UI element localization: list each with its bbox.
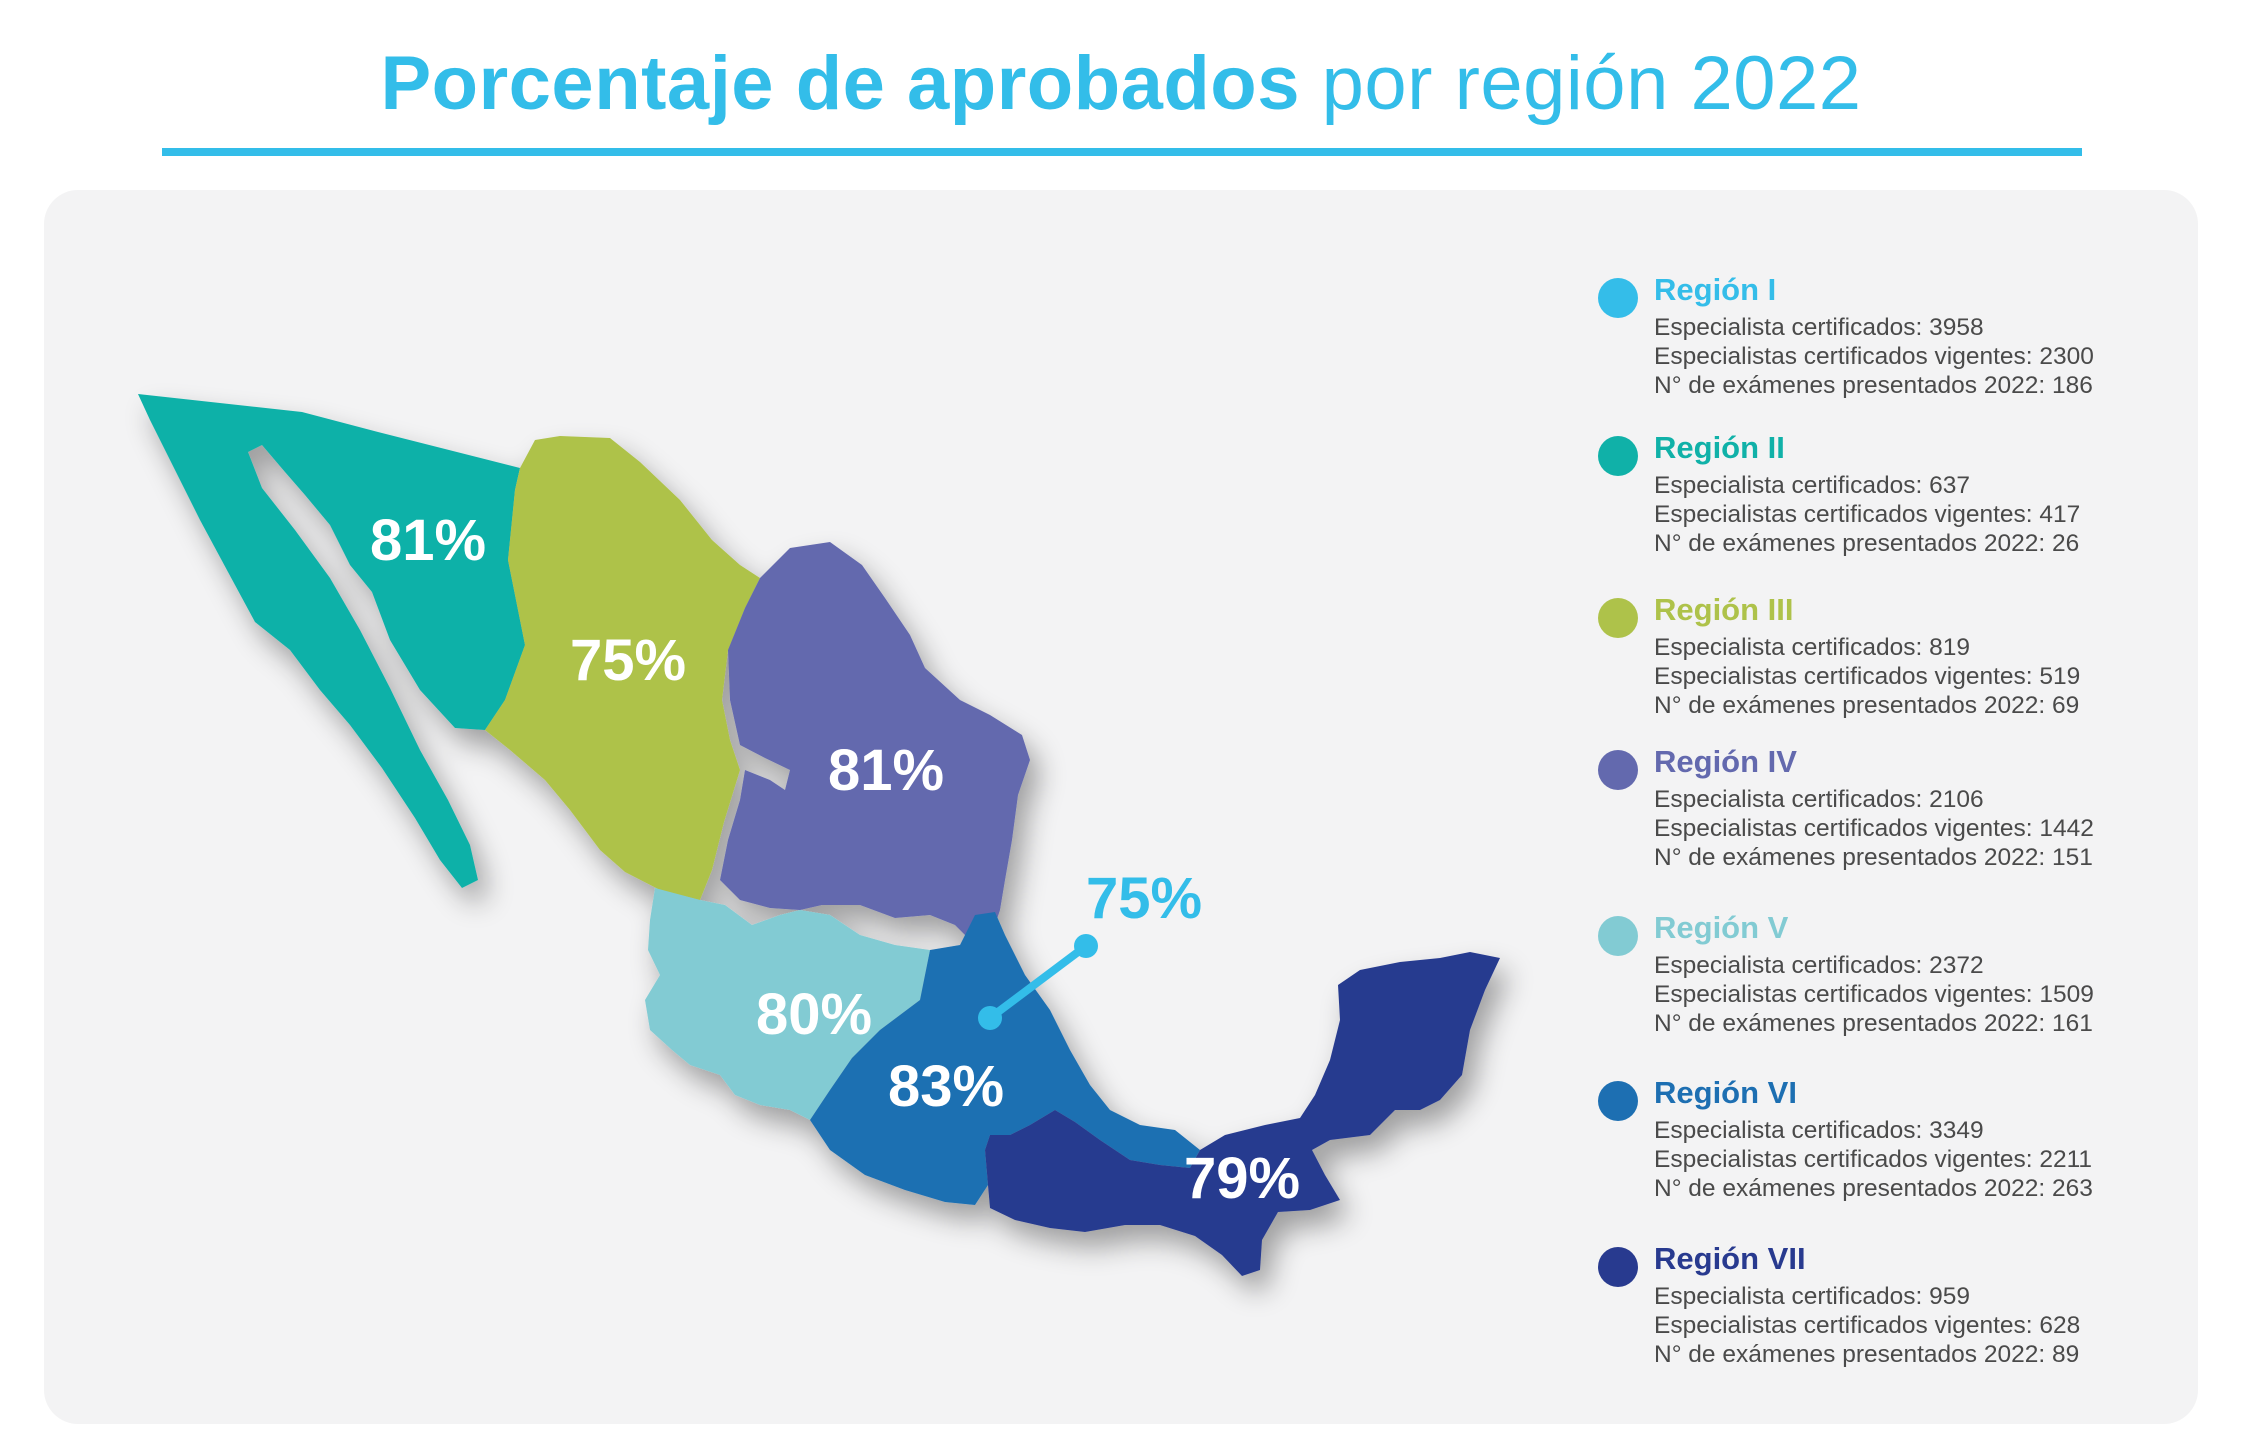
legend-line: Especialistas certificados vigentes: 417 [1654,501,2081,528]
region-ii-percentage: 81% [370,508,486,573]
legend-line: Especialista certificados: 2372 [1654,952,1984,979]
title-underline [162,148,2082,156]
legend-dot-region-vii [1598,1247,1638,1287]
legend-dot-region-v [1598,916,1638,956]
legend-title-region-ii: Región II [1654,430,1785,465]
legend-dot-region-i [1598,278,1638,318]
region-iii-percentage: 75% [570,628,686,693]
legend-dot-region-vi [1598,1081,1638,1121]
legend-line: Especialistas certificados vigentes: 230… [1654,343,2094,370]
page-title: Porcentaje de aprobados por región 2022 [0,40,2242,127]
region-vi-percentage: 83% [888,1054,1004,1119]
legend-line: N° de exámenes presentados 2022: 151 [1654,844,2093,871]
title-regular: por región 2022 [1300,41,1862,126]
legend-line: N° de exámenes presentados 2022: 161 [1654,1010,2093,1037]
region-ii-shape[interactable] [138,394,525,888]
region-i-percentage: 75% [1086,866,1202,931]
legend-line: Especialistas certificados vigentes: 519 [1654,663,2081,690]
region-v-percentage: 80% [756,982,872,1047]
legend-line: Especialistas certificados vigentes: 150… [1654,981,2094,1008]
region-vii-percentage: 79% [1184,1146,1300,1211]
legend-line: Especialista certificados: 3349 [1654,1117,1984,1144]
legend-dot-region-ii [1598,436,1638,476]
legend-title-region-vii: Región VII [1654,1241,1806,1276]
legend-line: Especialista certificados: 637 [1654,472,1970,499]
legend-dot-region-iv [1598,750,1638,790]
legend-title-region-iv: Región IV [1654,744,1797,779]
legend-line: Especialistas certificados vigentes: 628 [1654,1312,2081,1339]
title-bold: Porcentaje de aprobados [380,41,1300,126]
legend-line: Especialista certificados: 819 [1654,634,1970,661]
legend-dot-region-iii [1598,598,1638,638]
region-vi-shape[interactable] [810,912,1200,1205]
legend-line: Especialista certificados: 2106 [1654,786,1984,813]
region-vii-shape[interactable] [985,952,1500,1276]
region-i-pointer-dot-start [978,1006,1002,1030]
region-iv-percentage: 81% [828,738,944,803]
region-i-pointer-line [987,942,1089,1022]
legend-title-region-vi: Región VI [1654,1075,1797,1110]
legend-line: N° de exámenes presentados 2022: 89 [1654,1341,2080,1368]
legend-line: Especialista certificados: 3958 [1654,314,1984,341]
region-v-shape[interactable] [645,888,930,1120]
legend-line: N° de exámenes presentados 2022: 69 [1654,692,2080,719]
legend-title-region-i: Región I [1654,272,1777,307]
legend-title-region-v: Región V [1654,910,1789,945]
region-i-pointer-dot-end [1074,934,1098,958]
legend-line: N° de exámenes presentados 2022: 186 [1654,372,2093,399]
legend-line: Especialistas certificados vigentes: 144… [1654,815,2094,842]
region-iii-shape[interactable] [485,436,760,900]
legend-title-region-iii: Región III [1654,592,1794,627]
region-iv-shape[interactable] [720,542,1030,945]
legend-line: N° de exámenes presentados 2022: 263 [1654,1175,2093,1202]
legend-line: Especialistas certificados vigentes: 221… [1654,1146,2093,1173]
legend-line: Especialista certificados: 959 [1654,1283,1970,1310]
legend-line: N° de exámenes presentados 2022: 26 [1654,530,2080,557]
